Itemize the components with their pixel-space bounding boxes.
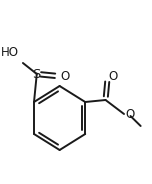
Text: S: S [33,68,41,81]
Text: O: O [108,70,117,84]
Text: O: O [60,70,69,82]
Text: O: O [126,107,135,121]
Text: HO: HO [1,46,19,59]
